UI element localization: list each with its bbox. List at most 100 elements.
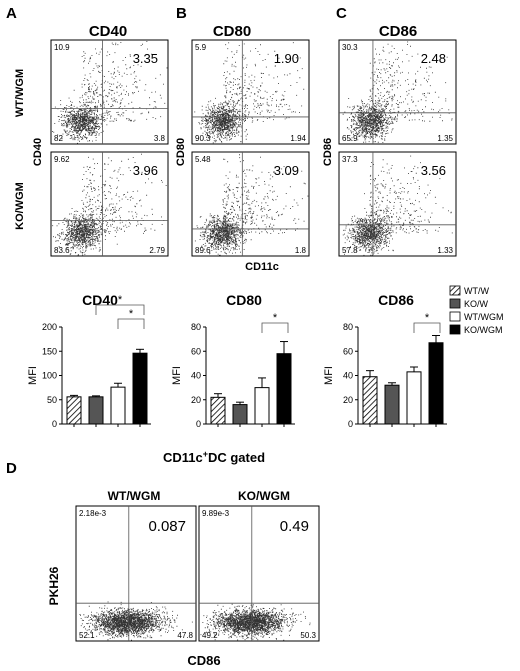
significance-star: *: [129, 308, 134, 320]
quadrant-upper-left-value: 5.9: [195, 43, 207, 52]
quadrant-lower-left-value: 49.2: [202, 631, 218, 640]
bar-chart-cd80: CD80 0 20 40 60 80 MFI *: [171, 292, 295, 429]
bar-footer: CD11c+DC gated: [163, 449, 265, 465]
quadrant-lower-right-value: 50.3: [300, 631, 316, 640]
quadrant-lower-right-value: 1.33: [437, 246, 453, 255]
legend-swatch: [449, 285, 461, 296]
significance-star: *: [118, 294, 123, 306]
bar-ko-w: [232, 404, 248, 425]
panel-letter-c: C: [336, 5, 347, 22]
quadrant-upper-left-value: 5.48: [195, 155, 211, 164]
bar-chart-title: CD86: [378, 292, 414, 308]
bar-ko-wgm: [276, 353, 292, 425]
quadrant-lower-right-value: 1.35: [437, 134, 453, 143]
y-tick-label: 20: [343, 395, 353, 405]
significance-star: *: [425, 312, 430, 324]
panel-title-cd80: CD80: [213, 23, 251, 40]
quadrant-upper-right-value: 2.48: [421, 51, 446, 66]
bar-chart-title: CD80: [226, 292, 262, 308]
significance-bracket: [261, 322, 289, 333]
quadrant-lower-right-value: 2.79: [149, 246, 165, 255]
bar-wt-wgm: [254, 387, 270, 425]
bar-wt-w: [210, 396, 226, 425]
significance-bracket: [95, 304, 145, 315]
y-axis-label-mfi: MFI: [171, 366, 183, 385]
y-tick-label: 150: [42, 346, 57, 356]
y-axis-label-pkh26: PKH26: [47, 566, 61, 605]
quadrant-lower-left-value: 65.9: [342, 134, 358, 143]
y-tick-label: 0: [52, 419, 57, 429]
scatter-dots: [342, 41, 453, 143]
scatter-dots: [79, 601, 193, 641]
quadrant-upper-left-value: 9.62: [54, 155, 70, 164]
quadrant-upper-left-value: 9.89e-3: [202, 509, 230, 518]
y-axis-label-cd86: CD86: [322, 138, 334, 166]
plot-frame: [191, 39, 310, 145]
legend-label: KO/W: [464, 299, 489, 309]
bar-ko-wgm: [428, 342, 444, 425]
quadrant-upper-left-value: 2.18e-3: [79, 509, 107, 518]
quadrant-lower-right-value: 47.8: [177, 631, 193, 640]
bottom-title-wt-wgm: WT/WGM: [108, 489, 161, 503]
scatter-dots: [194, 42, 305, 144]
bar-wt-w: [362, 376, 378, 425]
quadrant-upper-right-value: 3.96: [133, 163, 158, 178]
panel-letter-d: D: [6, 460, 17, 477]
flow-plot-cd80-ko: 5.48 89.6 1.8 3.09: [191, 151, 310, 257]
y-tick-label: 60: [191, 346, 201, 356]
quadrant-upper-left-value: 37.3: [342, 155, 358, 164]
y-axis-label-cd80: CD80: [175, 138, 187, 166]
y-tick-label: 80: [191, 322, 201, 332]
quadrant-lower-left-value: 57.8: [342, 246, 358, 255]
row-label-wt-wgm: WT/WGM: [14, 69, 26, 117]
quadrant-upper-right-value: 0.087: [148, 518, 186, 535]
x-axis-label-cd11c: CD11c: [245, 261, 279, 273]
scatter-dots: [194, 154, 309, 256]
y-tick-label: 40: [343, 371, 353, 381]
flow-plot-cd86-ko: 37.3 57.8 1.33 3.56: [338, 151, 457, 257]
y-tick-label: 80: [343, 322, 353, 332]
quadrant-lower-right-value: 1.8: [295, 246, 307, 255]
plot-frame: [191, 151, 310, 257]
y-tick-label: 40: [191, 371, 201, 381]
legend-label: WT/W: [464, 286, 489, 296]
significance-bracket: [413, 322, 441, 333]
quadrant-lower-left-value: 83.6: [54, 246, 70, 255]
y-tick-label: 60: [343, 346, 353, 356]
scatter-dots: [342, 155, 453, 256]
quadrant-lower-left-value: 90.3: [195, 134, 211, 143]
quadrant-upper-left-value: 30.3: [342, 43, 358, 52]
plot-frame: [50, 39, 169, 145]
legend: WT/W KO/W WT/WGM KO/WGM: [449, 285, 504, 335]
quadrant-lower-right-value: 3.8: [154, 134, 166, 143]
plot-frame: [338, 39, 457, 145]
quadrant-lower-right-value: 1.94: [290, 134, 306, 143]
y-tick-label: 20: [191, 395, 201, 405]
bottom-title-ko-wgm: KO/WGM: [238, 489, 290, 503]
bar-footer-suffix: DC gated: [208, 450, 265, 465]
bar-ko-w: [384, 384, 400, 425]
panel-title-cd40: CD40: [89, 23, 127, 40]
bar-wt-wgm: [406, 371, 422, 425]
y-axis-label-mfi: MFI: [323, 366, 335, 385]
significance-bracket: [117, 318, 145, 329]
row-label-ko-wgm: KO/WGM: [14, 182, 26, 230]
flow-plot-bottom-ko: 9.89e-3 49.2 50.3 0.49: [198, 505, 320, 642]
quadrant-upper-right-value: 3.09: [274, 163, 299, 178]
quadrant-upper-right-value: 1.90: [274, 51, 299, 66]
y-axis-label-cd40: CD40: [32, 138, 44, 166]
flow-plot-cd40-wt: 10.9 82 3.8 3.35: [50, 39, 169, 145]
y-tick-label: 100: [42, 371, 57, 381]
legend-swatch: [449, 298, 461, 309]
quadrant-lower-left-value: 52.1: [79, 631, 95, 640]
y-tick-label: 0: [348, 419, 353, 429]
scatter-dots: [52, 153, 167, 256]
legend-label: WT/WGM: [464, 312, 504, 322]
flow-plot-cd86-wt: 30.3 65.9 1.35 2.48: [338, 39, 457, 145]
scatter-dots: [52, 41, 168, 144]
quadrant-upper-right-value: 3.35: [133, 51, 158, 66]
x-axis-label-cd86-bottom: CD86: [187, 653, 220, 668]
bar-ko-w: [88, 396, 104, 425]
panel-letter-a: A: [6, 5, 17, 22]
